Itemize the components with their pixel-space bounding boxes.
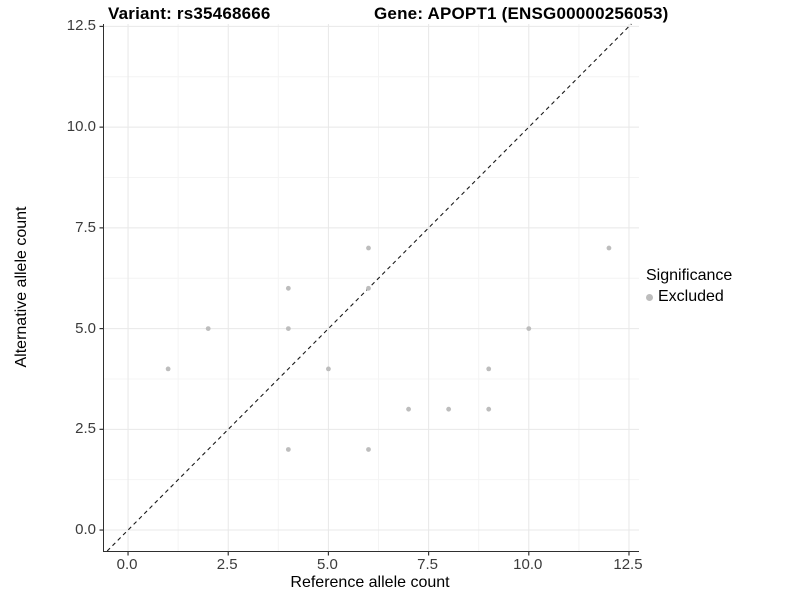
y-tick-label: 7.5 (75, 218, 96, 236)
x-tick-label: 10.0 (513, 556, 543, 573)
plot-panel (99, 23, 639, 556)
data-point (486, 366, 492, 372)
x-tick-label: 7.5 (417, 556, 439, 573)
x-tick-label: 0.0 (116, 556, 138, 573)
data-point (446, 406, 452, 412)
y-tick-label: 2.5 (75, 420, 96, 438)
x-axis-title: Reference allele count (290, 574, 450, 591)
data-point (526, 326, 532, 331)
data-point (285, 447, 291, 452)
data-point (606, 245, 612, 251)
data-point (366, 447, 371, 452)
data-point (205, 326, 211, 331)
x-tick-label: 5.0 (316, 556, 338, 573)
data-point (165, 366, 171, 372)
data-point (285, 326, 291, 331)
legend-title: Significance (646, 267, 733, 284)
y-tick-label: 12.5 (66, 17, 96, 35)
y-tick-label: 0.0 (75, 521, 96, 539)
identity-line (106, 23, 632, 552)
y-tick-label: 5.0 (75, 319, 96, 337)
data-point (486, 406, 492, 412)
y-tick-label: 10.0 (66, 118, 96, 136)
data-point (326, 366, 331, 372)
data-point (366, 285, 371, 291)
x-tick-label: 12.5 (613, 556, 643, 573)
legend: Significance Excluded (646, 266, 732, 306)
legend-item-label: Excluded (658, 288, 724, 305)
plot-title-gene: Gene: APOPT1 (ENSG00000256053) (374, 4, 669, 23)
y-axis-title: Alternative allele count (13, 206, 30, 368)
x-tick-label: 2.5 (216, 556, 238, 573)
legend-point-icon (646, 293, 653, 301)
data-point (406, 406, 411, 412)
data-point (366, 245, 371, 251)
legend-item: Excluded (646, 288, 732, 306)
data-point (285, 285, 291, 291)
plot-canvas (99, 23, 639, 556)
plot-title-variant: Variant: rs35468666 (108, 4, 271, 23)
